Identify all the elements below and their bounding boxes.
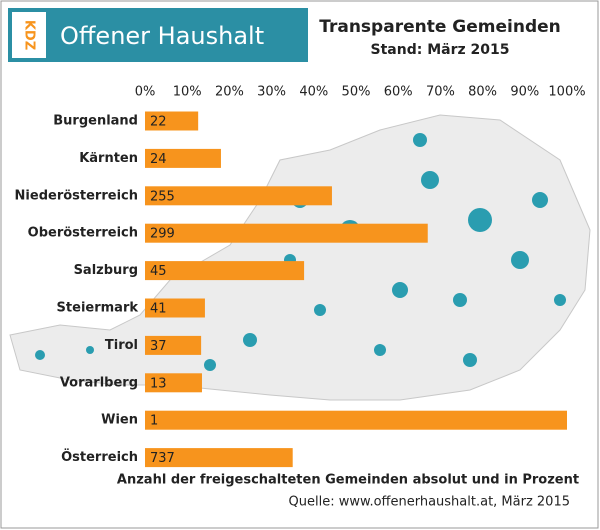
bar xyxy=(145,373,202,393)
count-label: 1 xyxy=(150,414,158,429)
x-tick-label: 90% xyxy=(510,85,539,100)
chart-title: Transparente Gemeinden xyxy=(319,17,561,37)
x-tick-label: 60% xyxy=(384,85,413,100)
count-label: 13 xyxy=(150,376,167,391)
x-tick-label: 0% xyxy=(135,85,156,100)
logo-box xyxy=(12,12,46,58)
x-axis-label: Anzahl der freigeschalteten Gemeinden ab… xyxy=(117,473,579,488)
source: Quelle: www.offenerhaushalt.at, März 201… xyxy=(289,495,570,510)
count-label: 41 xyxy=(150,302,167,317)
category-label: Österreich xyxy=(61,449,138,465)
category-label: Burgenland xyxy=(53,114,138,129)
count-label: 22 xyxy=(150,115,167,130)
category-label: Niederösterreich xyxy=(15,188,138,203)
x-tick-label: 80% xyxy=(468,85,497,100)
x-tick-label: 100% xyxy=(548,85,585,100)
bar xyxy=(145,111,199,131)
count-label: 45 xyxy=(150,264,167,279)
x-tick-label: 30% xyxy=(257,85,286,100)
category-label: Oberösterreich xyxy=(28,226,138,241)
count-label: 299 xyxy=(150,227,175,242)
bar xyxy=(145,223,428,243)
bar xyxy=(145,298,205,318)
logo-text: Offener Haushalt xyxy=(60,22,264,50)
bar xyxy=(145,186,332,206)
count-label: 24 xyxy=(150,152,167,167)
x-tick-label: 20% xyxy=(215,85,244,100)
bar xyxy=(145,335,202,355)
category-label: Wien xyxy=(101,413,138,428)
count-label: 37 xyxy=(150,339,167,354)
bar xyxy=(145,410,567,430)
logo-mark: KDZ xyxy=(22,20,37,50)
bar xyxy=(145,148,221,168)
category-label: Kärnten xyxy=(79,151,138,166)
chart-subtitle: Stand: März 2015 xyxy=(371,42,510,58)
x-tick-label: 10% xyxy=(173,85,202,100)
x-tick-label: 70% xyxy=(426,85,455,100)
x-tick-label: 50% xyxy=(342,85,371,100)
logo-banner xyxy=(8,8,308,62)
bar xyxy=(145,448,293,468)
category-label: Tirol xyxy=(105,338,138,353)
category-label: Steiermark xyxy=(57,301,139,316)
x-tick-label: 40% xyxy=(299,85,328,100)
map-background xyxy=(9,114,591,401)
count-label: 255 xyxy=(150,189,175,204)
count-label: 737 xyxy=(150,451,175,466)
category-label: Vorarlberg xyxy=(60,375,138,390)
category-label: Salzburg xyxy=(74,263,138,278)
bar xyxy=(145,261,305,281)
